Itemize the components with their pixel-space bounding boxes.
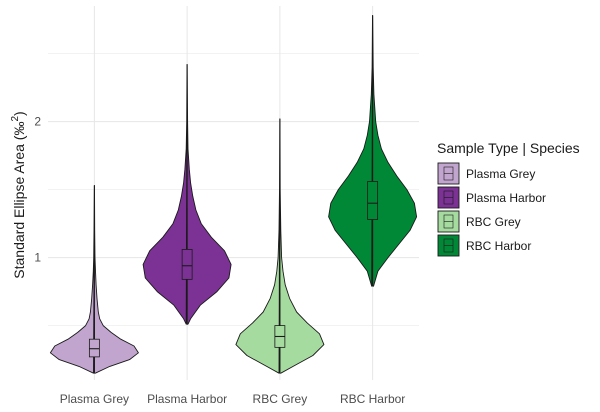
legend-item: Plasma Harbor xyxy=(437,186,546,209)
x-axis: Plasma Grey Plasma Harbor RBC Grey RBC Harb… xyxy=(60,392,406,406)
legend-label: Plasma Harbor xyxy=(466,191,546,205)
x-tick-label: Plasma Grey xyxy=(60,392,129,406)
y-axis-title: Standard Ellipse Area (‰2) xyxy=(10,111,27,278)
y-axis-title-close: ) xyxy=(11,111,27,116)
legend-item: Plasma Grey xyxy=(437,162,535,185)
y-tick-label: 1 xyxy=(34,251,41,265)
violin-rbc-harbor xyxy=(328,15,418,287)
legend-title: Sample Type | Species xyxy=(437,140,580,156)
legend-label: RBC Grey xyxy=(466,215,521,229)
box-iqr xyxy=(88,338,100,358)
plot-panel xyxy=(48,6,419,380)
y-axis-title-main: Standard Ellipse Area (‰ xyxy=(11,122,27,279)
violin-shape xyxy=(328,15,418,287)
x-tick-label: RBC Harbor xyxy=(340,392,405,406)
x-tick-label: RBC Grey xyxy=(253,392,308,406)
legend-label: Plasma Grey xyxy=(466,167,535,181)
box-iqr xyxy=(367,181,379,220)
violins xyxy=(49,15,418,374)
violin-rbc-grey xyxy=(235,118,325,374)
x-tick-label: Plasma Harbor xyxy=(147,392,227,406)
y-axis: 12 xyxy=(34,115,41,265)
violin-plasma-grey xyxy=(49,185,139,374)
legend-item: RBC Harbor xyxy=(437,234,531,257)
box-iqr xyxy=(181,249,193,280)
legend: Sample Type | Species Plasma Grey Plasma … xyxy=(437,140,580,257)
legend-item: RBC Grey xyxy=(437,210,521,233)
violin-plasma-harbor xyxy=(142,64,232,325)
legend-label: RBC Harbor xyxy=(466,239,531,253)
y-axis-title-superscript: 2 xyxy=(10,116,21,122)
y-tick-label: 2 xyxy=(34,115,41,129)
